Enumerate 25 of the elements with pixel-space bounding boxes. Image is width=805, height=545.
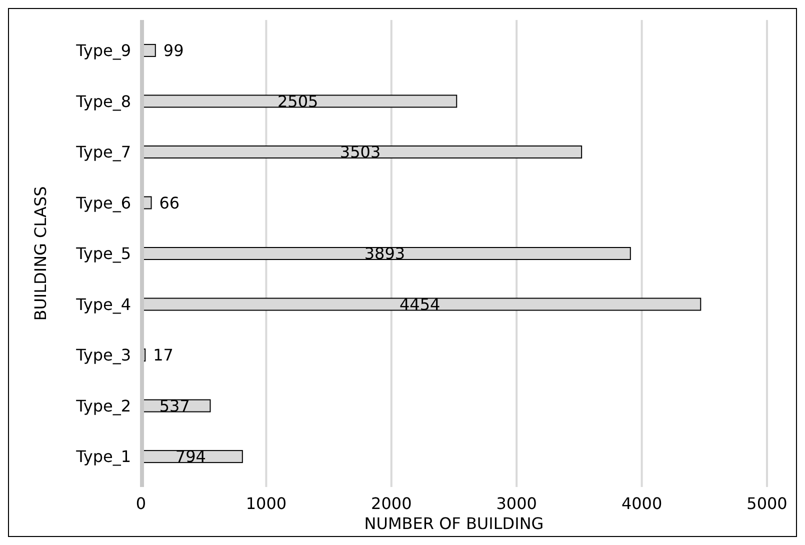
x-tick-label: 2000 (371, 494, 412, 513)
x-axis-title: NUMBER OF BUILDING (364, 514, 544, 533)
bar (142, 44, 156, 57)
data-label: 3503 (340, 142, 381, 162)
y-tick-label: Type_1 (75, 447, 131, 466)
y-tick-label: Type_5 (75, 244, 131, 264)
data-label: 66 (159, 193, 180, 212)
y-tick-label: Type_2 (75, 396, 131, 416)
y-axis-title: BUILDING CLASS (31, 186, 50, 321)
data-label: 99 (163, 41, 184, 60)
x-tick-label: 5000 (746, 494, 788, 513)
y-tick-label: Type_9 (75, 41, 131, 60)
data-label: 2505 (277, 92, 318, 111)
data-label: 4454 (399, 294, 440, 314)
x-tick-label: 3000 (496, 494, 537, 513)
y-tick-label: Type_7 (75, 142, 131, 162)
x-tick-label: 4000 (621, 494, 662, 513)
x-tick-label: 1000 (246, 494, 287, 513)
data-label: 17 (153, 346, 174, 365)
y-tick-label: Type_4 (75, 294, 131, 314)
y-tick-label: Type_6 (75, 193, 131, 212)
y-tick-label: Type_8 (75, 92, 131, 111)
data-label: 537 (159, 396, 190, 416)
y-tick-label: Type_3 (75, 346, 131, 365)
x-tick-label: 0 (136, 494, 146, 513)
